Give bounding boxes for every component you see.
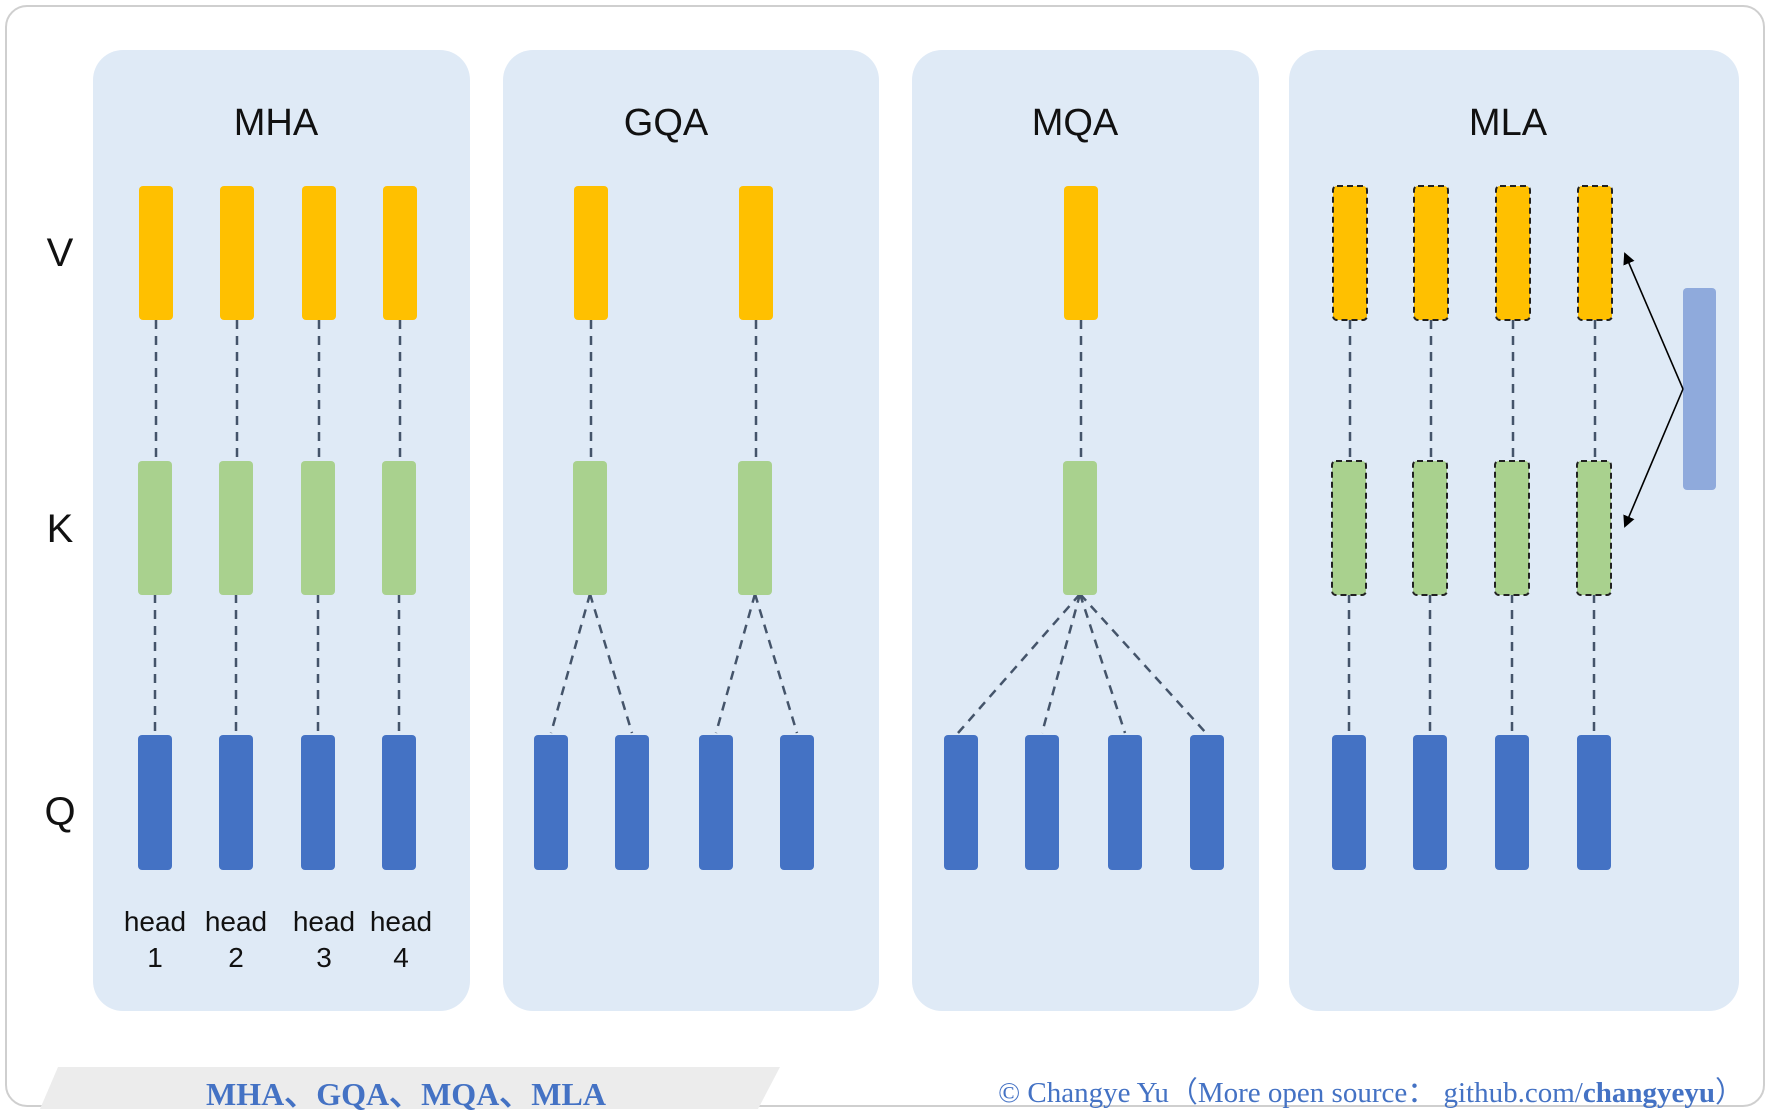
key-block (138, 461, 172, 595)
query-block (615, 735, 649, 870)
value-block (1064, 186, 1098, 320)
value-block (302, 186, 336, 320)
value-block (1413, 185, 1449, 321)
query-block (1108, 735, 1142, 870)
value-block (1495, 185, 1531, 321)
latent-vector-block (1683, 288, 1716, 490)
key-block (738, 461, 772, 595)
panel-title-gqa: GQA (624, 102, 709, 144)
value-block (1332, 185, 1368, 321)
head-label-number: 2 (228, 942, 244, 973)
footer-credit-handle[interactable]: changyeyu (1582, 1077, 1715, 1109)
link (714, 593, 757, 734)
latent-to-value-arrow (1623, 252, 1684, 390)
mha-query-blocks (138, 735, 416, 870)
value-block (139, 186, 173, 320)
footer-title: MHA、GQA、MQA、MLA (206, 1076, 606, 1112)
value-block (220, 186, 254, 320)
mla-key-blocks (1331, 460, 1612, 596)
gqa-query-blocks (534, 735, 814, 870)
key-block (1494, 460, 1530, 596)
value-block (574, 186, 608, 320)
footer-credit-prefix: © Changye Yu（More open source： github.co… (998, 1077, 1583, 1109)
query-block (1577, 735, 1611, 870)
head-label-number: 3 (316, 942, 332, 973)
gqa-key-blocks (573, 461, 772, 595)
gqa-value-blocks (574, 186, 773, 320)
query-block (944, 735, 978, 870)
row-label-q: Q (44, 790, 75, 834)
head-label-word: head (370, 906, 432, 937)
head-label-word: head (293, 906, 355, 937)
key-block (1063, 461, 1097, 595)
query-block (1495, 735, 1529, 870)
link (753, 593, 799, 734)
head-label-number: 4 (393, 942, 409, 973)
footer-credit: © Changye Yu（More open source： github.co… (998, 1069, 1744, 1111)
query-block (1413, 735, 1447, 870)
key-block (1412, 460, 1448, 596)
key-block (1331, 460, 1367, 596)
query-block (219, 735, 253, 870)
key-block (573, 461, 607, 595)
mha-value-blocks (139, 186, 417, 320)
row-label-v: V (47, 231, 74, 275)
key-block (382, 461, 416, 595)
panel-mha (93, 50, 470, 1011)
query-block (138, 735, 172, 870)
value-block (1577, 185, 1613, 321)
row-label-k: K (47, 507, 74, 551)
query-block (301, 735, 335, 870)
link (549, 593, 592, 734)
head-label-word: head (124, 906, 186, 937)
link (1078, 593, 1127, 734)
key-block (1576, 460, 1612, 596)
query-block (699, 735, 733, 870)
query-block (1332, 735, 1366, 870)
panel-title-mla: MLA (1469, 102, 1548, 144)
query-block (534, 735, 568, 870)
key-block (219, 461, 253, 595)
footer-title-band (40, 1067, 780, 1109)
query-block (1190, 735, 1224, 870)
panel-title-mqa: MQA (1032, 102, 1119, 144)
query-block (1025, 735, 1059, 870)
link (1040, 593, 1082, 734)
value-block (383, 186, 417, 320)
mqa-query-blocks (944, 735, 1224, 870)
head-label-word: head (205, 906, 267, 937)
link (588, 593, 634, 734)
query-block (382, 735, 416, 870)
latent-to-key-arrow (1623, 388, 1684, 528)
head-label-number: 1 (147, 942, 163, 973)
links (153, 320, 1597, 735)
query-block (780, 735, 814, 870)
panel-title-mha: MHA (234, 102, 319, 144)
footer-credit-suffix: ） (1714, 1077, 1744, 1109)
key-block (301, 461, 335, 595)
value-block (739, 186, 773, 320)
mla-value-blocks (1332, 185, 1613, 321)
mla-query-blocks (1332, 735, 1611, 870)
mha-key-blocks (138, 461, 416, 595)
